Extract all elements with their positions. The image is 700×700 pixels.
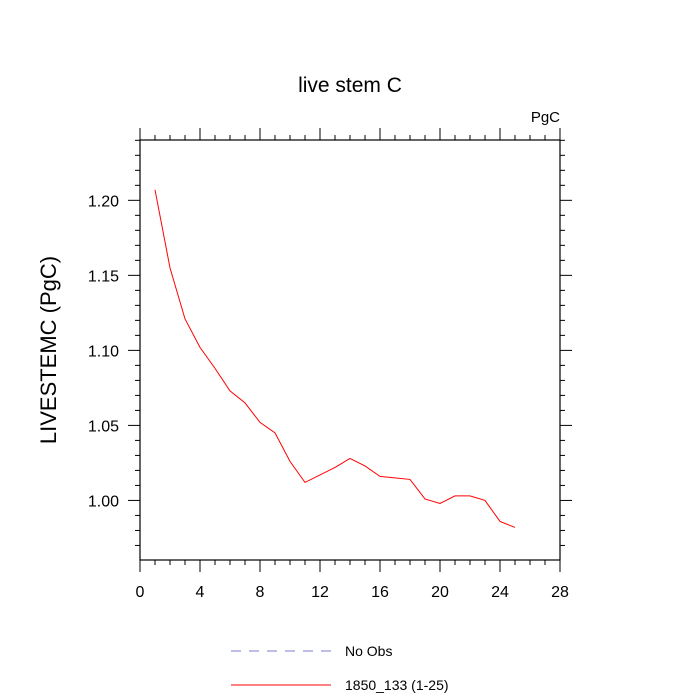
y-tick-label: 1.15 <box>88 268 119 285</box>
y-tick-label: 1.10 <box>88 343 119 360</box>
chart-title: live stem C <box>298 74 402 97</box>
y-tick-label: 1.00 <box>88 493 119 510</box>
x-tick-label: 28 <box>551 584 569 601</box>
series-layer <box>154 189 516 528</box>
series-line-1850-133-1-25- <box>154 189 516 528</box>
legend: No Obs 1850_133 (1-25) <box>231 643 449 693</box>
y-tick-label: 1.20 <box>88 193 119 210</box>
x-tick-label: 12 <box>311 584 329 601</box>
x-tick-label: 16 <box>371 584 389 601</box>
y-axis-label: LIVESTEMC (PgC) <box>36 256 61 444</box>
units-label: PgC <box>531 109 560 126</box>
x-tick-label: 0 <box>136 584 145 601</box>
x-tick-label: 20 <box>431 584 449 601</box>
plot-frame <box>139 139 561 561</box>
legend-label-no-obs: No Obs <box>345 643 392 659</box>
legend-label-1850-133: 1850_133 (1-25) <box>345 677 449 693</box>
y-tick-label: 1.05 <box>88 418 119 435</box>
axis-ticks <box>128 128 572 572</box>
x-tick-label: 4 <box>196 584 205 601</box>
axis-tick-labels: 0 4 8 12 16 20 24 28 1.00 1.05 1.10 1.15 1.20 <box>88 193 569 601</box>
x-tick-label: 8 <box>256 584 265 601</box>
x-tick-label: 24 <box>491 584 509 601</box>
